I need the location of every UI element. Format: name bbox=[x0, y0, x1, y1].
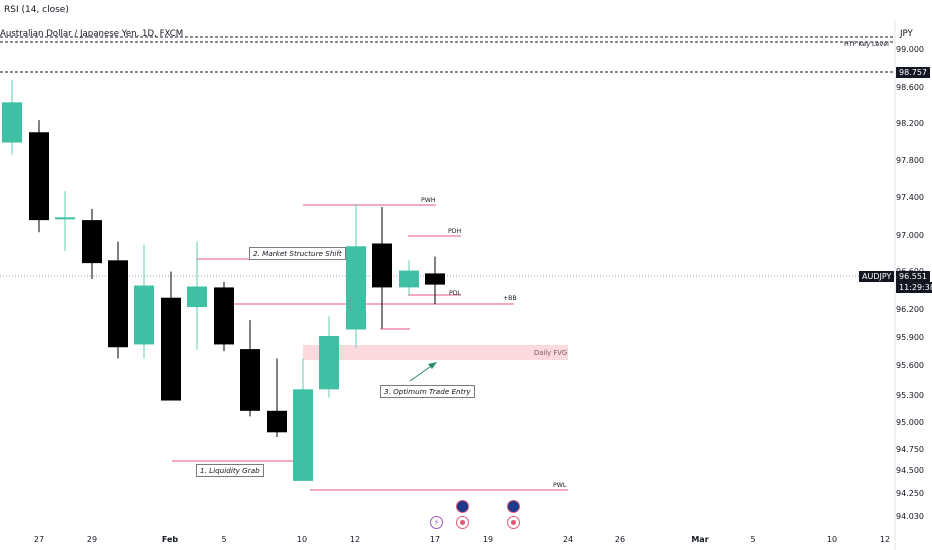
candlestick-series bbox=[2, 79, 445, 481]
time-axis-label: 12 bbox=[879, 535, 891, 544]
daily-fvg-label: Daily FVG bbox=[534, 349, 568, 357]
bullish-candle[interactable] bbox=[2, 102, 22, 143]
price-axis-label: 98.600 bbox=[896, 83, 924, 92]
time-axis-label: 24 bbox=[562, 535, 574, 544]
time-axis-label: 26 bbox=[614, 535, 626, 544]
bullish-candle[interactable] bbox=[134, 285, 154, 345]
time-axis-label: 5 bbox=[750, 535, 756, 544]
bullish-candle[interactable] bbox=[293, 389, 313, 481]
indicator-legend[interactable]: RSI (14, close) bbox=[4, 5, 69, 15]
australia-flag-icon[interactable] bbox=[456, 500, 469, 513]
bearish-candle[interactable] bbox=[214, 287, 234, 345]
price-axis-label: 96.200 bbox=[896, 305, 924, 314]
entry-arrow-head bbox=[428, 362, 437, 369]
bearish-candle[interactable] bbox=[29, 132, 49, 221]
bullish-candle[interactable] bbox=[319, 336, 339, 390]
price-axis-label: 95.900 bbox=[896, 333, 924, 342]
htf-key-level-label: HTF Key Level bbox=[844, 40, 889, 48]
bearish-candle[interactable] bbox=[425, 273, 445, 285]
event-marker-icon[interactable] bbox=[456, 516, 469, 529]
time-axis-label: Feb bbox=[161, 535, 179, 544]
symbol-tag: AUDJPY bbox=[859, 271, 895, 282]
time-axis-label: Mar bbox=[691, 535, 709, 544]
pwh-label: PWH bbox=[421, 197, 436, 204]
bb-label: +BB bbox=[503, 295, 517, 302]
symbol-title[interactable]: Australian Dollar / Japanese Yen, 1D, FX… bbox=[0, 29, 184, 39]
time-axis-label: 12 bbox=[349, 535, 361, 544]
htf-level-price-tag: 98.757 bbox=[896, 67, 930, 78]
time-axis-label: 10 bbox=[826, 535, 838, 544]
bullish-candle[interactable] bbox=[187, 286, 207, 308]
australia-flag-icon[interactable] bbox=[507, 500, 520, 513]
optimum-trade-entry-label: 3. Optimum Trade Entry bbox=[380, 385, 475, 398]
pwl-label: PWL bbox=[553, 482, 567, 489]
price-axis-label: 95.600 bbox=[896, 361, 924, 370]
bearish-candle[interactable] bbox=[372, 243, 392, 288]
price-axis-label: 95.300 bbox=[896, 391, 924, 400]
bullish-candle[interactable] bbox=[399, 270, 419, 288]
pdl-label: PDL bbox=[449, 290, 461, 297]
time-axis-label: 29 bbox=[86, 535, 98, 544]
currency-label: JPY bbox=[900, 29, 913, 39]
time-axis-label: 17 bbox=[429, 535, 441, 544]
price-axis-label: 99.000 bbox=[896, 45, 924, 54]
liquidity-grab-label: 1. Liquidity Grab bbox=[196, 464, 264, 477]
price-axis-label: 97.400 bbox=[896, 193, 924, 202]
bearish-candle[interactable] bbox=[240, 349, 260, 411]
time-axis-label: 19 bbox=[482, 535, 494, 544]
price-axis-label: 95.000 bbox=[896, 418, 924, 427]
lightning-event-icon[interactable]: ⚡ bbox=[430, 516, 443, 529]
price-axis-label: 94.750 bbox=[896, 445, 924, 454]
price-axis-label: 97.000 bbox=[896, 231, 924, 240]
bearish-candle[interactable] bbox=[108, 260, 128, 348]
time-axis-label: 5 bbox=[221, 535, 227, 544]
entry-arrow-line bbox=[409, 363, 435, 382]
pdh-label: PDH bbox=[448, 228, 462, 235]
bullish-candle[interactable] bbox=[346, 246, 366, 330]
bullish-candle[interactable] bbox=[55, 217, 75, 220]
market-structure-shift-label: 2. Market Structure Shift bbox=[249, 247, 346, 260]
price-axis-label: 97.800 bbox=[896, 156, 924, 165]
price-axis-label: 94.030 bbox=[896, 512, 924, 521]
time-axis-label: 27 bbox=[33, 535, 45, 544]
last-price-tag: 96.551 bbox=[896, 271, 930, 282]
daily-fvg-zone bbox=[303, 345, 568, 360]
bearish-candle[interactable] bbox=[82, 220, 102, 264]
bearish-candle[interactable] bbox=[267, 410, 287, 433]
price-axis-label: 94.500 bbox=[896, 466, 924, 475]
event-marker-icon[interactable] bbox=[507, 516, 520, 529]
price-axis-label: 98.200 bbox=[896, 119, 924, 128]
countdown-tag: 11:29:38 bbox=[896, 282, 932, 293]
time-axis-label: 10 bbox=[296, 535, 308, 544]
bearish-candle[interactable] bbox=[161, 297, 181, 401]
price-axis-label: 94.250 bbox=[896, 489, 924, 498]
